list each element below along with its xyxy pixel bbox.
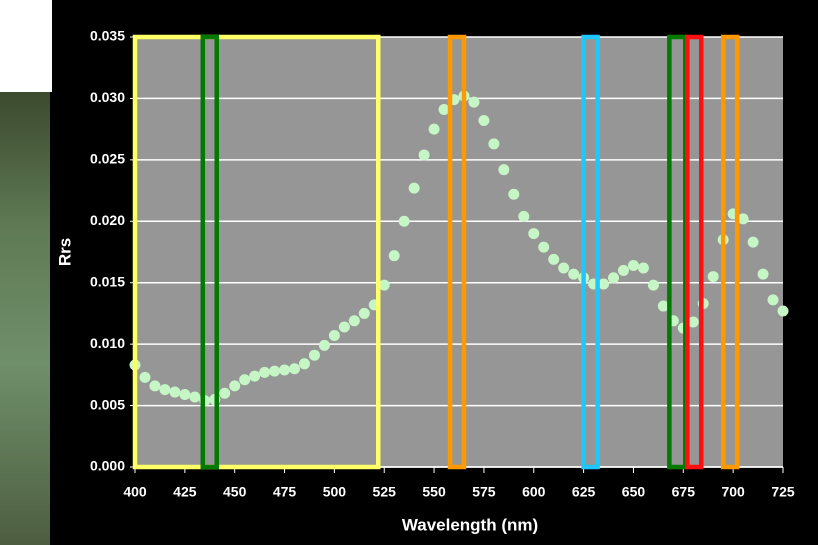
point (758, 269, 769, 280)
x-axis-title: Wavelength (nm) (402, 515, 538, 534)
chart: Wavelength (nm) Rrs 0.000 0.005 0.010 0.015… (0, 0, 818, 545)
point (259, 367, 270, 378)
point (778, 305, 789, 316)
y-tick-label: 0.035 (90, 28, 125, 44)
x-tick-label: 725 (771, 484, 795, 500)
x-tick-label: 650 (622, 484, 646, 500)
point (478, 115, 489, 126)
y-tick-label: 0.030 (90, 89, 125, 105)
x-tick-label: 625 (572, 484, 596, 500)
point (169, 387, 180, 398)
x-tick-label: 550 (422, 484, 446, 500)
point (538, 242, 549, 253)
point (628, 260, 639, 271)
x-tick-label: 575 (472, 484, 496, 500)
point (498, 164, 509, 175)
point (189, 391, 200, 402)
point (149, 380, 160, 391)
point (488, 138, 499, 149)
point (359, 308, 370, 319)
point (319, 340, 330, 351)
point (508, 189, 519, 200)
point (608, 272, 619, 283)
x-tick-label: 425 (173, 484, 197, 500)
point (708, 271, 719, 282)
photo-strip (0, 92, 50, 545)
point (239, 374, 250, 385)
y-tick-label: 0.015 (90, 273, 125, 289)
point (279, 364, 290, 375)
point (139, 372, 150, 383)
point (249, 371, 260, 382)
x-tick-label: 675 (672, 484, 696, 500)
point (329, 330, 340, 341)
point (548, 254, 559, 265)
y-tick-label: 0.020 (90, 212, 125, 228)
point (409, 183, 420, 194)
point (229, 380, 240, 391)
y-tick-label: 0.025 (90, 151, 125, 167)
point (289, 363, 300, 374)
point (648, 280, 659, 291)
point (309, 350, 320, 361)
point (768, 294, 779, 305)
point (299, 358, 310, 369)
x-tick-label: 600 (522, 484, 546, 500)
point (528, 228, 539, 239)
y-axis-title: Rrs (55, 238, 74, 266)
x-tick-label: 525 (373, 484, 397, 500)
point (339, 321, 350, 332)
point (429, 124, 440, 135)
point (618, 265, 629, 276)
point (269, 366, 280, 377)
point (468, 97, 479, 108)
point (638, 262, 649, 273)
y-tick-label: 0.010 (90, 335, 125, 351)
point (399, 216, 410, 227)
page: {"chart_data": {"type": "scatter", "x_la… (0, 0, 818, 545)
point (389, 250, 400, 261)
point (748, 237, 759, 248)
point (349, 315, 360, 326)
x-tick-label: 400 (123, 484, 147, 500)
x-tick-label: 700 (721, 484, 745, 500)
point (518, 211, 529, 222)
point (419, 149, 430, 160)
point (219, 388, 230, 399)
point (179, 389, 190, 400)
x-tick-label: 450 (223, 484, 247, 500)
point (558, 262, 569, 273)
x-tick-label: 475 (273, 484, 297, 500)
point (568, 269, 579, 280)
point (159, 384, 170, 395)
white-corner (0, 0, 52, 92)
y-tick-label: 0.000 (90, 458, 125, 474)
y-tick-label: 0.005 (90, 396, 125, 412)
x-tick-label: 500 (323, 484, 347, 500)
